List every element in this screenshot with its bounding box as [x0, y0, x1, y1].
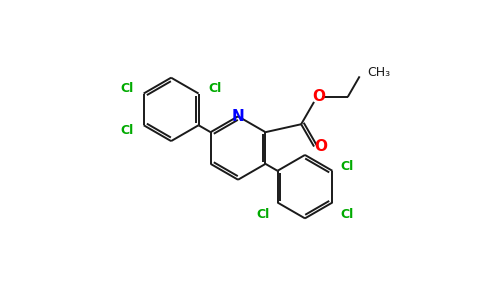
- Text: N: N: [232, 109, 244, 124]
- Text: Cl: Cl: [121, 124, 134, 137]
- Text: Cl: Cl: [209, 82, 222, 95]
- Text: Cl: Cl: [340, 208, 354, 221]
- Text: CH₃: CH₃: [367, 66, 391, 79]
- Text: Cl: Cl: [340, 160, 354, 173]
- Text: Cl: Cl: [121, 82, 134, 95]
- Text: O: O: [313, 89, 326, 104]
- Text: O: O: [315, 139, 328, 154]
- Text: Cl: Cl: [257, 208, 270, 221]
